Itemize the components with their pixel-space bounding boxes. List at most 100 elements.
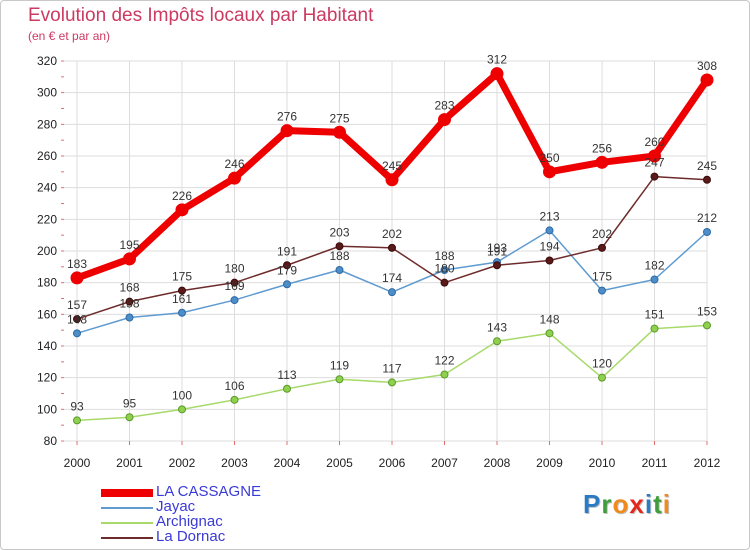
data-point bbox=[545, 256, 554, 265]
data-label: 195 bbox=[119, 238, 139, 252]
data-label: 256 bbox=[592, 141, 612, 155]
data-label: 161 bbox=[172, 292, 192, 306]
data-label: 93 bbox=[70, 399, 84, 413]
data-point bbox=[70, 271, 84, 285]
data-point bbox=[283, 384, 291, 393]
data-label: 246 bbox=[224, 157, 244, 171]
y-tick-label: 220 bbox=[37, 212, 57, 226]
legend-label: LA CASSAGNE bbox=[156, 483, 262, 500]
data-point bbox=[73, 416, 81, 425]
series-archignac bbox=[73, 321, 711, 425]
x-tick-label: 2012 bbox=[694, 456, 721, 470]
data-point bbox=[438, 113, 451, 127]
data-label: 157 bbox=[67, 298, 87, 312]
data-label: 180 bbox=[224, 262, 244, 276]
data-label: 226 bbox=[172, 189, 192, 203]
y-tick-label: 180 bbox=[37, 276, 57, 290]
data-label: 148 bbox=[539, 312, 559, 326]
data-point bbox=[595, 155, 609, 169]
data-label: 169 bbox=[224, 279, 244, 293]
data-label: 194 bbox=[539, 240, 559, 254]
data-point bbox=[125, 313, 134, 322]
x-tick-label: 2011 bbox=[642, 456, 668, 470]
data-point bbox=[335, 266, 344, 274]
data-point bbox=[175, 203, 189, 217]
data-point bbox=[230, 278, 239, 287]
data-point bbox=[598, 243, 606, 252]
legend-item: La Dornac bbox=[101, 528, 321, 545]
data-point bbox=[440, 266, 449, 274]
chart-subtitle: (en € et par an) bbox=[28, 29, 111, 43]
data-point bbox=[493, 261, 501, 270]
data-label: 113 bbox=[277, 368, 296, 382]
legend-label: La Dornac bbox=[156, 528, 226, 545]
y-tick-label: 320 bbox=[37, 54, 57, 68]
data-point bbox=[228, 171, 241, 185]
data-label: 180 bbox=[434, 262, 454, 276]
x-tick-label: 2009 bbox=[536, 456, 563, 470]
y-tick-label: 140 bbox=[37, 339, 57, 353]
data-label: 191 bbox=[277, 244, 297, 258]
data-point bbox=[598, 373, 606, 382]
series-group bbox=[70, 67, 714, 425]
data-point bbox=[440, 370, 449, 379]
data-label: 213 bbox=[539, 209, 559, 223]
legend-swatch bbox=[101, 507, 153, 509]
data-point bbox=[333, 125, 346, 139]
data-label: 203 bbox=[329, 225, 349, 239]
data-point bbox=[493, 337, 501, 346]
y-tick-label: 160 bbox=[37, 307, 57, 321]
legend-swatch bbox=[101, 522, 153, 524]
data-label: 247 bbox=[644, 156, 664, 170]
data-label: 179 bbox=[277, 263, 297, 277]
legend-item: LA CASSAGNE bbox=[101, 483, 321, 500]
data-label: 153 bbox=[697, 304, 717, 318]
logo-letter: r bbox=[601, 489, 613, 519]
x-tick-label: 2000 bbox=[64, 456, 91, 470]
data-point bbox=[700, 73, 714, 87]
data-label: 158 bbox=[119, 297, 139, 311]
data-label: 188 bbox=[329, 249, 349, 263]
data-label: 212 bbox=[697, 211, 717, 225]
data-point bbox=[598, 286, 606, 295]
data-point bbox=[545, 329, 554, 338]
x-tick-label: 2002 bbox=[169, 456, 196, 470]
data-point bbox=[178, 286, 186, 295]
data-label: 174 bbox=[382, 271, 402, 285]
x-tick-label: 2010 bbox=[589, 456, 616, 470]
data-label: 117 bbox=[382, 361, 401, 375]
data-point bbox=[230, 395, 239, 404]
y-tick-label: 300 bbox=[37, 86, 57, 100]
legend-item: Jayac bbox=[101, 498, 321, 515]
data-label: 122 bbox=[434, 354, 454, 368]
x-tick-label: 2007 bbox=[431, 456, 458, 470]
data-label: 245 bbox=[382, 159, 402, 173]
legend-label: Jayac bbox=[156, 498, 196, 515]
data-point bbox=[388, 378, 396, 387]
data-label: 308 bbox=[697, 59, 717, 73]
series-la-dornac bbox=[73, 172, 711, 324]
data-point bbox=[703, 228, 711, 236]
data-label: 182 bbox=[644, 259, 664, 273]
data-label: 191 bbox=[487, 244, 507, 258]
data-point bbox=[650, 324, 659, 333]
x-tick-label: 2004 bbox=[274, 456, 301, 470]
data-point bbox=[283, 280, 291, 289]
grid bbox=[63, 60, 708, 442]
y-tick-label: 200 bbox=[37, 244, 57, 258]
data-label: 151 bbox=[644, 308, 664, 322]
data-point bbox=[123, 252, 136, 266]
chart-title: Evolution des Impôts locaux par Habitant bbox=[28, 5, 374, 26]
data-label: 283 bbox=[434, 99, 454, 113]
legend-swatch bbox=[101, 537, 153, 539]
data-point bbox=[385, 173, 399, 187]
logo-letter: o bbox=[612, 489, 630, 519]
data-label: 260 bbox=[644, 135, 664, 149]
data-label: 275 bbox=[329, 111, 349, 125]
data-label: 202 bbox=[592, 227, 612, 241]
x-tick-label: 2001 bbox=[116, 456, 143, 470]
x-tick-label: 2005 bbox=[326, 456, 353, 470]
x-tick-label: 2003 bbox=[221, 456, 248, 470]
x-tick-label: 2008 bbox=[484, 456, 511, 470]
